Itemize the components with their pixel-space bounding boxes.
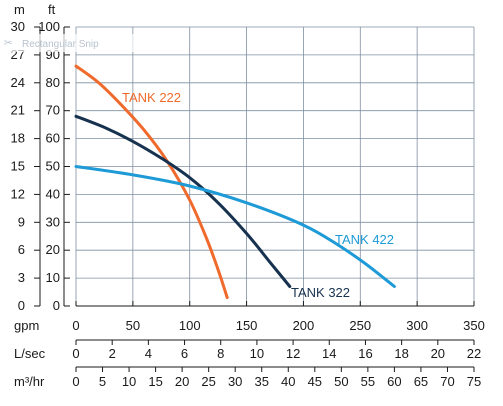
tick-label-m3hr: 5 (99, 374, 106, 389)
tick-label-lsec: 2 (109, 346, 116, 361)
tick-label-gpm: 350 (463, 318, 485, 333)
tick-label-gpm: 100 (179, 318, 201, 333)
tick-label-m: 18 (11, 131, 25, 146)
tick-label-m: 0 (18, 298, 25, 313)
series-label-tank-222: TANK 222 (122, 90, 181, 105)
axis-unit-lsec: L/sec (14, 346, 46, 361)
tick-label-gpm: 300 (406, 318, 428, 333)
tick-label-m3hr: 50 (334, 374, 348, 389)
tick-label-lsec: 16 (358, 346, 372, 361)
tick-label-m: 9 (18, 214, 25, 229)
tick-label-lsec: 10 (250, 346, 264, 361)
tick-label-ft: 80 (46, 75, 60, 90)
tick-label-ft: 50 (46, 159, 60, 174)
tick-label-m3hr: 20 (175, 374, 189, 389)
tick-label-ft: 100 (38, 19, 60, 34)
tick-label-ft: 0 (53, 298, 60, 313)
tick-label-m3hr: 65 (414, 374, 428, 389)
series-line-tank-322 (74, 114, 292, 288)
tick-label-m: 21 (11, 103, 25, 118)
tick-label-m3hr: 0 (72, 374, 79, 389)
axis-unit-ft: ft (48, 2, 56, 17)
axis-unit-m3hr: m³/hr (14, 374, 45, 389)
tick-label-m3hr: 45 (308, 374, 322, 389)
tick-label-lsec: 18 (394, 346, 408, 361)
tick-label-lsec: 4 (145, 346, 152, 361)
series-label-tank-422: TANK 422 (335, 232, 394, 247)
snip-overlay-label: Rectangular Snip (22, 39, 99, 50)
plot-grid (75, 26, 475, 307)
tick-label-lsec: 14 (322, 346, 336, 361)
tick-label-m: 6 (18, 242, 25, 257)
tick-label-m: 15 (11, 159, 25, 174)
series-labels: TANK 222 TANK 322 TANK 422 (122, 90, 394, 300)
tick-label-m3hr: 75 (467, 374, 481, 389)
tick-label-ft: 40 (46, 186, 60, 201)
bottom-axis-m3hr: m³/hr 0 5 10 15 20 25 30 35 40 45 50 55 60 65 70 75 (14, 366, 481, 389)
tick-label-lsec: 12 (286, 346, 300, 361)
tick-label-ft: 70 (46, 103, 60, 118)
tick-label-m3hr: 55 (361, 374, 375, 389)
tick-label-gpm: 150 (236, 318, 258, 333)
series-line-tank-422 (74, 165, 396, 288)
snip-overlay: ✂ Rectangular Snip (0, 34, 166, 52)
bottom-axis-lsec: L/sec 0 2 4 6 8 10 12 14 16 18 20 22 (14, 339, 481, 361)
tick-label-m: 24 (11, 75, 25, 90)
bottom-axis-gpm: gpm 0 50 100 150 200 250 300 350 (14, 301, 485, 333)
tick-label-gpm: 0 (72, 318, 79, 333)
tick-label-gpm: 250 (349, 318, 371, 333)
tick-label-lsec: 0 (72, 346, 79, 361)
tick-label-m3hr: 25 (201, 374, 215, 389)
axis-unit-gpm: gpm (14, 318, 39, 333)
tick-label-lsec: 6 (181, 346, 188, 361)
tick-label-gpm: 50 (126, 318, 140, 333)
tick-label-gpm: 200 (293, 318, 315, 333)
tick-label-lsec: 20 (431, 346, 445, 361)
tick-label-lsec: 8 (217, 346, 224, 361)
tick-label-ft: 60 (46, 131, 60, 146)
series-layer (74, 64, 396, 300)
tick-label-m3hr: 30 (228, 374, 242, 389)
tick-label-m3hr: 35 (254, 374, 268, 389)
tick-label-lsec: 22 (467, 346, 481, 361)
tick-label-m: 30 (11, 19, 25, 34)
snip-overlay-chip (0, 34, 166, 52)
axis-unit-m: m (14, 2, 25, 17)
tick-label-m3hr: 60 (387, 374, 401, 389)
scissors-icon: ✂ (4, 38, 12, 49)
tick-label-m3hr: 10 (122, 374, 136, 389)
tick-label-m3hr: 70 (440, 374, 454, 389)
tick-label-ft: 30 (46, 214, 60, 229)
tick-label-ft: 10 (46, 270, 60, 285)
tick-label-m: 12 (11, 186, 25, 201)
tick-label-ft: 20 (46, 242, 60, 257)
tick-label-m: 3 (18, 270, 25, 285)
tick-label-m3hr: 15 (148, 374, 162, 389)
tick-label-m3hr: 40 (281, 374, 295, 389)
series-label-tank-322: TANK 322 (291, 285, 350, 300)
